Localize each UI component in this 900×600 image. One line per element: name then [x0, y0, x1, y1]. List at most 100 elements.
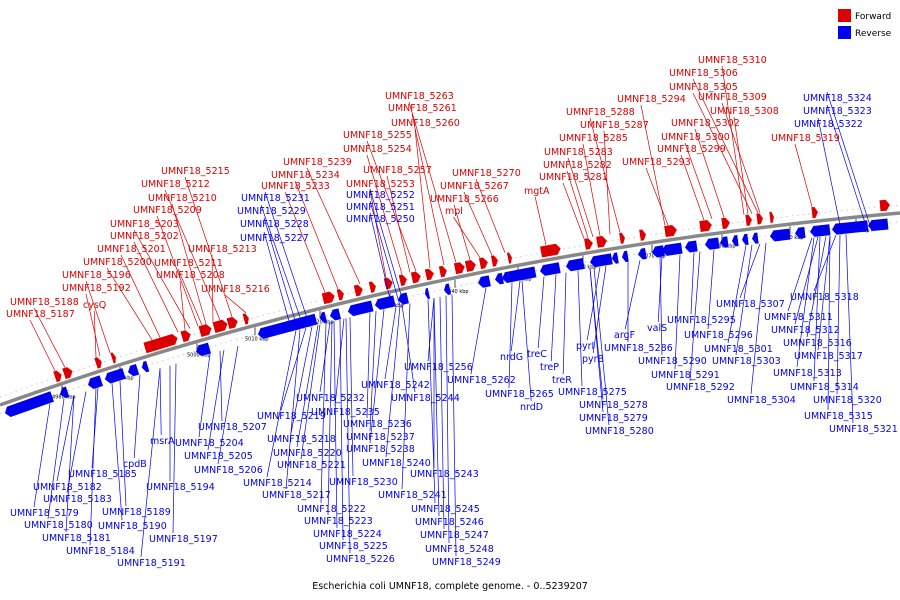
reverse-gene-glyph [88, 375, 104, 389]
forward-gene-label: UMNF18_5260 [391, 118, 460, 129]
forward-gene-label: UMNF18_5212 [141, 179, 210, 190]
forward-leader-line [184, 176, 233, 317]
scale-tick-label: 5010 kbp [245, 336, 269, 342]
reverse-gene-glyph [495, 272, 504, 285]
leader-lines [29, 65, 873, 558]
reverse-gene-label: UMNF18_5317 [794, 351, 863, 362]
reverse-gene-label: UMNF18_5247 [420, 530, 489, 541]
reverse-leader-line [119, 380, 127, 507]
reverse-leader-line [817, 117, 843, 235]
reverse-gene-label: UMNF18_5318 [790, 292, 859, 303]
scale-tick-label: 5060 kbp [573, 265, 597, 271]
forward-gene-glyph [745, 214, 752, 226]
reverse-gene-glyph [375, 295, 396, 310]
reverse-gene-glyph [258, 313, 318, 339]
forward-leader-line [224, 294, 247, 314]
reverse-leader-line [690, 252, 695, 315]
gene-labels: UMNF18_5310UMNF18_5306UMNF18_5305UMNF18_… [6, 55, 898, 569]
reverse-leader-line [577, 270, 583, 387]
reverse-gene-label: UMNF18_5217 [262, 490, 331, 501]
reverse-gene-label: UMNF18_5223 [304, 516, 373, 527]
reverse-gene-label: UMNF18_5237 [346, 432, 415, 443]
legend-label-reverse: Reverse [855, 29, 892, 39]
reverse-gene-label: UMNF18_5226 [326, 554, 395, 565]
reverse-leader-line [349, 317, 354, 477]
reverse-leader-line [794, 236, 819, 325]
forward-gene-label: UMNF18_5288 [566, 107, 635, 118]
reverse-gene-label: UMNF18_5251 [346, 202, 415, 213]
reverse-gene-label: UMNF18_5189 [102, 507, 171, 518]
reverse-leader-line [427, 298, 435, 362]
forward-gene-label: UMNF18_5285 [559, 133, 628, 144]
reverse-leader-line [369, 188, 405, 305]
reverse-lane-arc [0, 221, 900, 415]
reverse-leader-line [290, 326, 313, 434]
legend-label-forward: Forward [855, 12, 891, 22]
reverse-leader-line [369, 311, 377, 432]
forward-gene-label: UMNF18_5294 [617, 94, 686, 105]
legend-swatch-reverse [838, 26, 851, 39]
forward-gene-label: UMNF18_5208 [156, 270, 225, 281]
reverse-leader-line [159, 368, 162, 436]
backbone-arcs [0, 204, 900, 415]
forward-gene-glyph [353, 284, 363, 297]
reverse-gene-label: UMNF18_5256 [404, 362, 473, 373]
reverse-leader-line [327, 321, 333, 516]
reverse-leader-line [91, 387, 99, 469]
reverse-gene-label: UMNF18_5262 [447, 375, 516, 386]
reverse-gene-label: treR [552, 375, 572, 386]
reverse-gene-label: UMNF18_5190 [98, 521, 167, 532]
reverse-gene-glyph [720, 236, 729, 248]
reverse-leader-line [787, 237, 813, 312]
reverse-gene-label: UMNF18_5235 [311, 407, 380, 418]
forward-gene-glyph [506, 252, 512, 264]
forward-leader-line [120, 254, 161, 338]
reverse-gene-label: UMNF18_5303 [712, 356, 781, 367]
forward-gene-glyph [619, 232, 625, 244]
forward-leader-line [680, 154, 705, 221]
forward-gene-label: UMNF18_5309 [698, 92, 767, 103]
forward-gene-glyph [198, 324, 212, 337]
map-caption: Escherichia coli UMNF18, complete genome… [312, 581, 588, 592]
reverse-leader-line [369, 212, 393, 308]
reverse-leader-line [470, 287, 487, 375]
forward-leader-line [133, 229, 191, 329]
forward-leader-line [211, 254, 214, 322]
forward-gene-label: UMNF18_5254 [343, 144, 412, 155]
reverse-leader-line [826, 91, 873, 232]
reverse-leader-line [266, 330, 297, 478]
reverse-gene-label: UMNF18_5232 [296, 393, 365, 404]
reverse-gene-label: UMNF18_5244 [391, 393, 460, 404]
reverse-gene-label: UMNF18_5312 [771, 325, 840, 336]
reverse-gene-label: pyrI [576, 341, 594, 352]
reverse-gene-label: UMNF18_5290 [638, 356, 707, 367]
forward-leader-line [453, 204, 471, 260]
reverse-leader-line [735, 244, 753, 356]
forward-gene-label: UMNF18_5263 [385, 91, 454, 102]
forward-gene-label: UMNF18_5200 [83, 257, 152, 268]
reverse-leader-line [366, 312, 371, 419]
forward-gene-glyph [639, 229, 646, 241]
reverse-gene-glyph [742, 233, 749, 246]
reverse-leader-line [739, 243, 761, 299]
reverse-leader-line [140, 368, 161, 558]
reverse-leader-line [727, 245, 747, 344]
reverse-gene-label: UMNF18_5185 [68, 469, 137, 480]
forward-leader-line [566, 170, 589, 238]
reverse-leader-line [385, 305, 401, 458]
reverse-gene-glyph [662, 242, 683, 256]
forward-gene-label: UMNF18_5267 [440, 181, 509, 192]
reverse-gene-label: UMNF18_5304 [727, 395, 796, 406]
reverse-leader-line [593, 267, 610, 426]
forward-gene-label: UMNF18_5261 [388, 103, 457, 114]
forward-leader-line [684, 142, 713, 220]
reverse-gene-label: UMNF18_5206 [194, 465, 263, 476]
reverse-leader-line [836, 234, 841, 395]
forward-gene-glyph [242, 313, 249, 325]
forward-gene-glyph [769, 211, 774, 223]
forward-leader-line [453, 216, 481, 258]
reverse-gene-glyph [128, 364, 140, 377]
reverse-gene-glyph [732, 235, 739, 247]
forward-leader-line [411, 113, 445, 266]
